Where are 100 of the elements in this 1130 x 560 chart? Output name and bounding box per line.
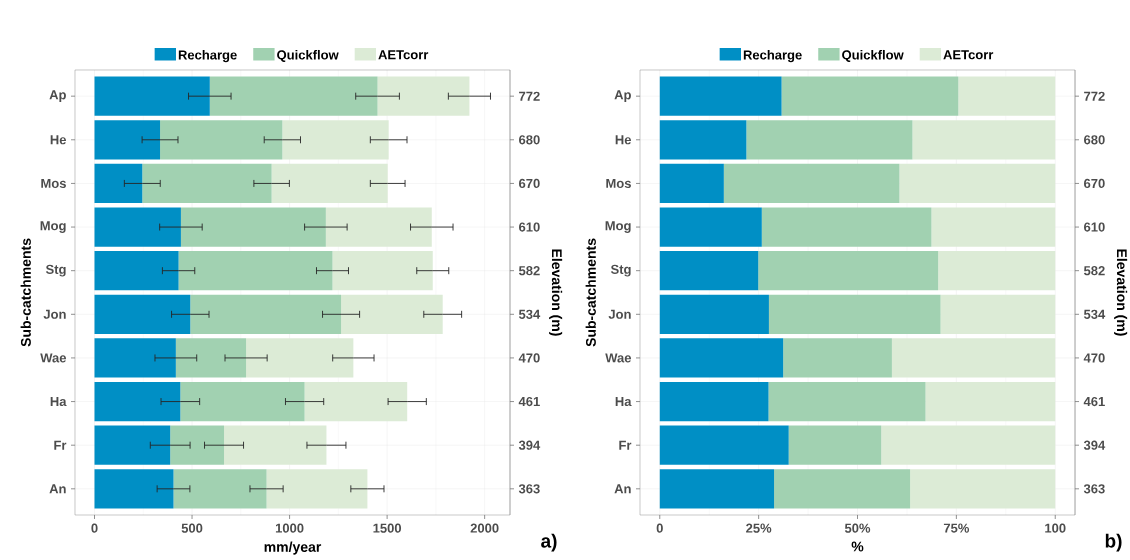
y-tick-label: Ap xyxy=(49,90,66,102)
y-tick-label: Wae xyxy=(605,353,632,363)
y2-tick-label: 680 xyxy=(1084,135,1105,145)
y2-axis-title: Elevation (m) xyxy=(1114,249,1128,336)
bar xyxy=(783,338,892,378)
bar xyxy=(659,163,724,204)
legend-label: AETcorr xyxy=(943,50,994,60)
bar xyxy=(659,120,747,160)
x-tick-label: 500 xyxy=(181,523,203,533)
bar xyxy=(659,294,769,334)
legend-label: Recharge xyxy=(743,49,802,63)
x-axis-title: % xyxy=(851,541,864,552)
bar xyxy=(341,294,443,334)
bar xyxy=(912,120,1056,160)
bar xyxy=(94,251,179,291)
y-tick-label: Stg xyxy=(610,264,631,277)
bar xyxy=(781,76,959,116)
y2-tick-label: 461 xyxy=(1083,396,1105,407)
y2-tick-label: 534 xyxy=(1083,309,1106,319)
bar xyxy=(938,251,1056,291)
x-tick-label: 1000 xyxy=(275,523,304,533)
y2-tick-label: 680 xyxy=(519,135,540,145)
y-tick-label: An xyxy=(614,484,631,494)
y-axis-title: Sub-catchments xyxy=(20,238,31,347)
bar xyxy=(282,120,389,160)
y2-tick-label: 470 xyxy=(518,353,540,363)
text: b) xyxy=(1105,533,1122,552)
bar xyxy=(94,425,171,465)
bar xyxy=(180,381,305,422)
bar xyxy=(659,338,784,378)
legend-label: AETcorr xyxy=(378,50,429,60)
bar xyxy=(659,381,769,422)
y-tick-label: An xyxy=(49,484,66,494)
y2-tick-label: 394 xyxy=(518,440,541,450)
y-tick-label: Fr xyxy=(54,440,67,450)
bar xyxy=(659,207,762,247)
bar xyxy=(94,469,174,509)
bar xyxy=(881,425,1056,465)
x-tick-label: 100 xyxy=(1045,523,1066,533)
y2-tick-label: 610 xyxy=(519,222,540,232)
y-tick-label: Stg xyxy=(45,264,66,277)
bar xyxy=(891,338,1056,378)
legend-label: Recharge xyxy=(178,49,237,63)
y2-tick-label: 461 xyxy=(518,396,540,407)
bar xyxy=(94,338,176,378)
y-tick-label: Mos xyxy=(606,178,631,188)
y-tick-label: Jon xyxy=(608,309,631,319)
bar xyxy=(94,294,191,334)
y-tick-label: Mos xyxy=(41,178,66,188)
bar xyxy=(304,381,408,422)
bar xyxy=(142,163,272,204)
bar xyxy=(758,251,939,291)
y2-tick-label: 363 xyxy=(518,484,540,494)
y-tick-label: Ha xyxy=(50,397,67,407)
bar xyxy=(266,469,368,509)
bar xyxy=(94,163,143,204)
bar xyxy=(659,469,775,509)
bar xyxy=(768,381,926,422)
bar xyxy=(925,381,1056,422)
y-tick-label: Jon xyxy=(43,309,66,319)
bar xyxy=(659,425,789,465)
bar xyxy=(209,76,378,116)
x-tick-label: 0 xyxy=(656,523,663,533)
y2-tick-label: 582 xyxy=(1083,266,1105,276)
bar xyxy=(94,381,181,422)
y2-tick-label: 670 xyxy=(519,178,540,189)
y-tick-label: Mog xyxy=(40,221,66,233)
bar xyxy=(768,294,941,334)
bar xyxy=(761,207,932,247)
bar xyxy=(94,120,161,160)
y2-axis-title: Elevation (m) xyxy=(549,249,563,336)
bar xyxy=(175,338,247,378)
bar xyxy=(271,163,388,204)
y2-tick-label: 772 xyxy=(519,91,540,101)
bar xyxy=(723,163,900,204)
y-tick-label: He xyxy=(50,135,67,145)
text: a) xyxy=(541,533,557,552)
y2-tick-label: 610 xyxy=(1084,222,1105,232)
bar xyxy=(246,338,354,378)
bar xyxy=(94,207,181,247)
x-axis-title: mm/year xyxy=(264,541,322,555)
y2-tick-label: 394 xyxy=(1083,440,1106,450)
bar xyxy=(910,469,1056,509)
y2-tick-label: 582 xyxy=(518,266,540,276)
bar xyxy=(224,425,327,465)
bar xyxy=(940,294,1056,334)
y-axis-title: Sub-catchments xyxy=(585,238,596,347)
y-tick-label: Wae xyxy=(40,353,67,363)
bar xyxy=(325,207,432,247)
bar xyxy=(190,294,342,334)
x-tick-label: 25% xyxy=(746,523,772,533)
y-tick-label: Fr xyxy=(619,440,632,450)
x-tick-label: 75% xyxy=(943,523,970,533)
bar xyxy=(931,207,1056,247)
bar xyxy=(774,469,911,509)
bar xyxy=(94,76,210,116)
x-tick-label: 50% xyxy=(844,523,871,533)
legend-label: Quickflow xyxy=(277,49,339,62)
bar xyxy=(178,251,333,291)
y-tick-label: Ha xyxy=(615,397,632,407)
